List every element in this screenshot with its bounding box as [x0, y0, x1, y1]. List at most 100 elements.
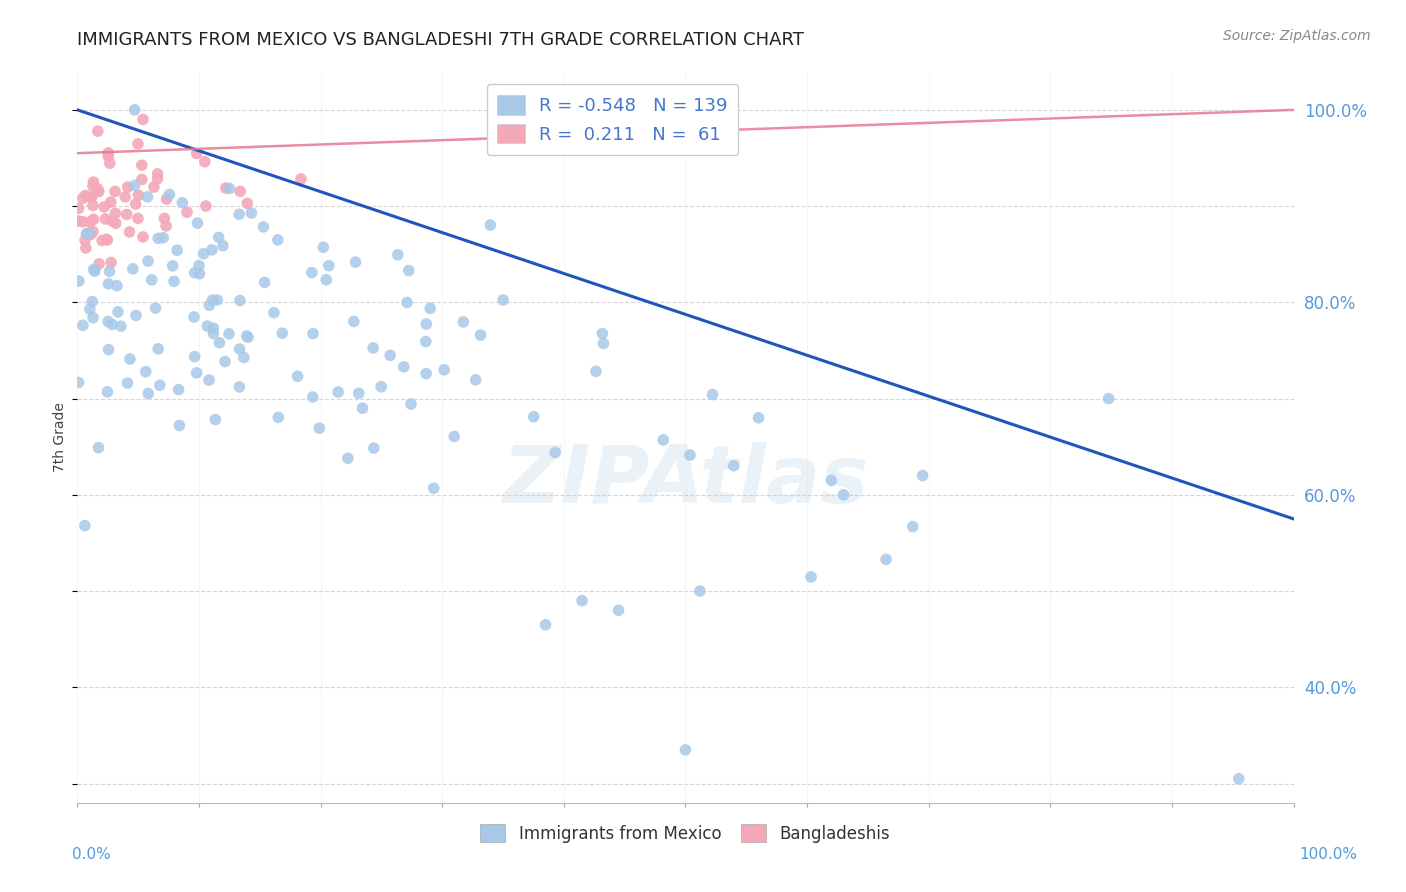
- Point: [204, 412, 226, 426]
- Point: [344, 255, 367, 269]
- Point: [901, 519, 924, 533]
- Point: [207, 293, 229, 307]
- Point: [146, 167, 169, 181]
- Point: [186, 216, 208, 230]
- Point: [183, 266, 205, 280]
- Point: [202, 326, 225, 341]
- Point: [153, 211, 176, 226]
- Point: [93, 200, 115, 214]
- Point: [104, 216, 127, 230]
- Point: [820, 474, 842, 488]
- Point: [451, 315, 474, 329]
- Point: [347, 386, 370, 401]
- Point: [702, 387, 724, 401]
- Point: [97, 149, 120, 163]
- Point: [101, 214, 124, 228]
- Point: [98, 156, 121, 170]
- Point: [194, 199, 217, 213]
- Text: ZIPAtlas: ZIPAtlas: [502, 442, 869, 520]
- Point: [271, 326, 294, 341]
- Point: [240, 206, 263, 220]
- Point: [97, 343, 120, 357]
- Text: 100.0%: 100.0%: [1299, 847, 1358, 862]
- Point: [214, 354, 236, 368]
- Point: [105, 278, 128, 293]
- Point: [212, 239, 235, 253]
- Point: [122, 261, 145, 276]
- Point: [228, 380, 250, 394]
- Point: [183, 350, 205, 364]
- Point: [141, 273, 163, 287]
- Point: [318, 259, 340, 273]
- Point: [172, 195, 194, 210]
- Point: [97, 277, 120, 291]
- Point: [571, 593, 593, 607]
- Point: [97, 315, 120, 329]
- Point: [80, 190, 103, 204]
- Point: [800, 570, 823, 584]
- Point: [197, 319, 219, 334]
- Point: [228, 207, 250, 221]
- Point: [169, 418, 191, 433]
- Point: [96, 232, 118, 246]
- Point: [253, 276, 276, 290]
- Point: [186, 146, 208, 161]
- Point: [723, 458, 745, 473]
- Point: [392, 359, 415, 374]
- Point: [131, 172, 153, 186]
- Point: [252, 219, 274, 234]
- Point: [443, 429, 465, 443]
- Point: [301, 266, 323, 280]
- Point: [124, 178, 146, 193]
- Point: [94, 211, 117, 226]
- Point: [236, 196, 259, 211]
- Legend: Immigrants from Mexico, Bangladeshis: Immigrants from Mexico, Bangladeshis: [474, 817, 897, 849]
- Point: [67, 214, 90, 228]
- Point: [72, 318, 94, 333]
- Point: [118, 351, 141, 366]
- Point: [652, 433, 675, 447]
- Point: [67, 202, 90, 216]
- Point: [104, 206, 127, 220]
- Point: [267, 410, 290, 425]
- Point: [585, 364, 607, 378]
- Point: [87, 257, 110, 271]
- Point: [104, 185, 127, 199]
- Point: [82, 310, 104, 325]
- Point: [100, 255, 122, 269]
- Point: [136, 254, 159, 268]
- Point: [73, 518, 96, 533]
- Point: [419, 301, 441, 316]
- Point: [380, 348, 402, 362]
- Point: [361, 341, 384, 355]
- Point: [198, 373, 221, 387]
- Text: IMMIGRANTS FROM MEXICO VS BANGLADESHI 7TH GRADE CORRELATION CHART: IMMIGRANTS FROM MEXICO VS BANGLADESHI 7T…: [77, 31, 804, 49]
- Point: [75, 241, 97, 255]
- Point: [679, 448, 702, 462]
- Point: [470, 328, 492, 343]
- Point: [136, 190, 159, 204]
- Point: [363, 441, 385, 455]
- Point: [82, 179, 104, 194]
- Point: [127, 211, 149, 226]
- Point: [232, 351, 254, 365]
- Point: [218, 326, 240, 341]
- Point: [312, 240, 335, 254]
- Point: [215, 181, 238, 195]
- Point: [433, 363, 456, 377]
- Point: [91, 234, 114, 248]
- Point: [87, 185, 110, 199]
- Point: [79, 227, 101, 242]
- Point: [148, 342, 170, 356]
- Point: [875, 552, 897, 566]
- Point: [79, 215, 101, 229]
- Point: [146, 171, 169, 186]
- Point: [100, 195, 122, 210]
- Point: [1227, 772, 1250, 786]
- Point: [398, 263, 420, 277]
- Point: [188, 259, 211, 273]
- Point: [326, 384, 349, 399]
- Point: [87, 441, 110, 455]
- Point: [591, 326, 613, 341]
- Point: [107, 305, 129, 319]
